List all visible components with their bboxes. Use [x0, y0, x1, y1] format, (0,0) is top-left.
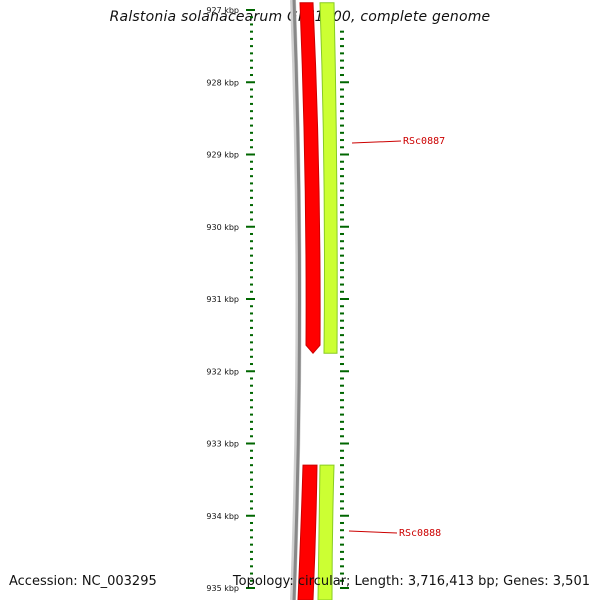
scale-label: 928 kbp — [206, 78, 239, 87]
scale-label: 933 kbp — [206, 440, 239, 449]
backbone-line — [292, 0, 301, 600]
label-leader — [348, 530, 398, 534]
scale-label: 930 kbp — [206, 223, 239, 232]
gene-labels: RSc0887 RSc0888 — [348, 136, 445, 539]
gene-label-RSc0888: RSc0888 — [399, 528, 441, 539]
gene-arrow-RSc0887 — [299, 2, 321, 354]
scale-ticks — [246, 9, 255, 589]
scale-label: 935 kbp — [206, 584, 239, 593]
genome-backbone — [290, 0, 302, 600]
scale-labels: 927 kbp 928 kbp 929 kbp 930 kbp 931 kbp 932 k… — [206, 6, 239, 593]
gene-label-RSc0887: RSc0887 — [403, 136, 445, 147]
orf-track — [317, 2, 338, 600]
orf-ticks — [340, 30, 349, 589]
scale-label: 932 kbp — [206, 367, 239, 376]
label-leader — [351, 140, 402, 144]
orf-band-RSc0888 — [317, 464, 335, 600]
topology-text: Topology: circular; Length: 3,716,413 bp… — [232, 574, 590, 589]
accession-text: Accession: NC_003295 — [9, 574, 157, 589]
scale-label: 927 kbp — [206, 6, 239, 15]
scale-label: 929 kbp — [206, 151, 239, 160]
map-title: Ralstonia solanacearum GMI1000, complete… — [109, 9, 491, 25]
scale-label: 934 kbp — [206, 512, 239, 521]
gene-features — [297, 2, 321, 600]
scale-label: 931 kbp — [206, 295, 239, 304]
gene-arrow-RSc0888 — [297, 464, 318, 600]
orf-band-RSc0887 — [319, 2, 338, 354]
